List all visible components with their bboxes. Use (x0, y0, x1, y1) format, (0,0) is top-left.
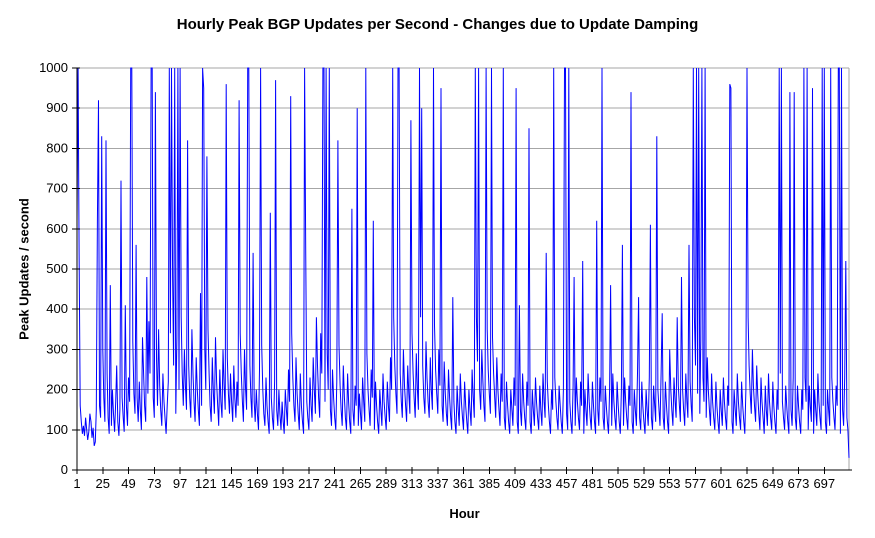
x-tick-label: 121 (195, 476, 217, 491)
x-tick-label: 625 (736, 476, 758, 491)
x-tick-label: 385 (478, 476, 500, 491)
y-tick-label: 300 (46, 341, 68, 356)
y-tick-label: 1000 (39, 60, 68, 75)
x-tick-label: 169 (247, 476, 269, 491)
x-tick-label: 673 (788, 476, 810, 491)
x-tick-label: 361 (453, 476, 475, 491)
y-tick-label: 800 (46, 140, 68, 155)
x-tick-label: 697 (813, 476, 835, 491)
x-tick-label: 1 (73, 476, 80, 491)
y-tick-label: 900 (46, 100, 68, 115)
chart-title: Hourly Peak BGP Updates per Second - Cha… (176, 16, 699, 33)
y-tick-label: 500 (46, 261, 68, 276)
x-tick-label: 601 (710, 476, 732, 491)
x-tick-label: 313 (401, 476, 423, 491)
x-tick-label: 265 (350, 476, 372, 491)
x-tick-label: 97 (173, 476, 187, 491)
y-tick-label: 600 (46, 221, 68, 236)
y-tick-label: 0 (61, 462, 68, 477)
x-tick-label: 289 (375, 476, 397, 491)
x-tick-label: 217 (298, 476, 320, 491)
y-tick-label: 400 (46, 301, 68, 316)
x-tick-label: 481 (582, 476, 604, 491)
x-tick-label: 49 (121, 476, 135, 491)
x-tick-label: 433 (530, 476, 552, 491)
x-tick-label: 25 (96, 476, 110, 491)
y-tick-label: 100 (46, 422, 68, 437)
x-tick-label: 649 (762, 476, 784, 491)
x-axis-title: Hour (449, 506, 480, 521)
x-tick-label: 409 (504, 476, 526, 491)
x-tick-label: 145 (221, 476, 243, 491)
x-tick-label: 337 (427, 476, 449, 491)
y-tick-label: 200 (46, 382, 68, 397)
x-tick-label: 505 (607, 476, 629, 491)
x-tick-label: 577 (685, 476, 707, 491)
y-tick-label: 700 (46, 181, 68, 196)
data-series-line (76, 67, 850, 458)
x-tick-label: 193 (272, 476, 294, 491)
x-tick-label: 553 (659, 476, 681, 491)
x-tick-label: 73 (147, 476, 161, 491)
x-tick-label: 241 (324, 476, 346, 491)
x-tick-label: 457 (556, 476, 578, 491)
x-tick-label: 529 (633, 476, 655, 491)
